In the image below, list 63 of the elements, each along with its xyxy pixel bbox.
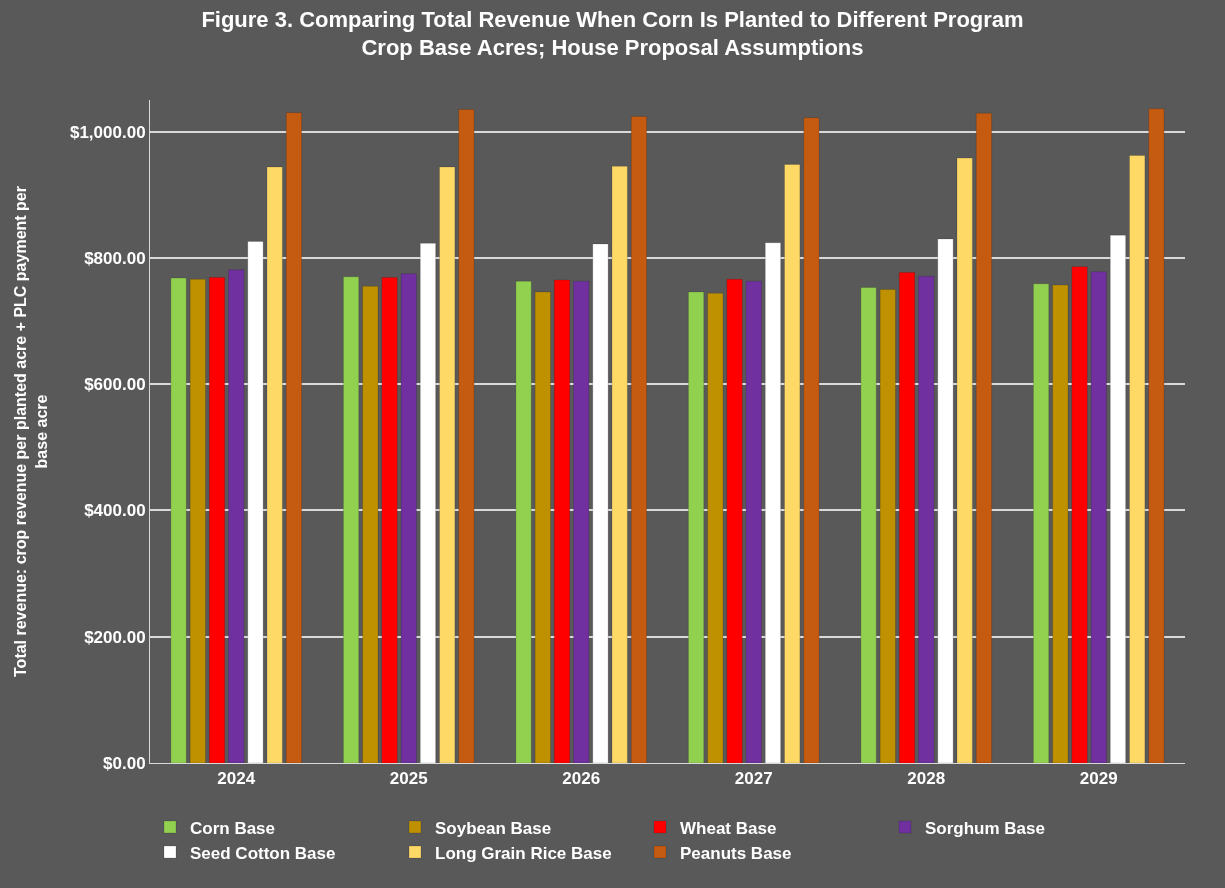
bar bbox=[362, 285, 379, 763]
y-axis-title: Total revenue: crop revenue per planted acre + PLC payment per base acre bbox=[12, 186, 50, 677]
x-tick-label: 2028 bbox=[907, 769, 946, 789]
bar bbox=[1109, 234, 1127, 763]
bar bbox=[515, 280, 532, 763]
bar bbox=[764, 242, 782, 763]
legend-label: Seed Cotton Base bbox=[190, 843, 336, 863]
bar bbox=[918, 275, 935, 763]
bar bbox=[1071, 266, 1088, 763]
x-tick-label: 2027 bbox=[734, 769, 773, 789]
bar bbox=[1129, 155, 1146, 763]
bar bbox=[534, 291, 551, 763]
y-tick-label: $200.00 bbox=[84, 627, 146, 647]
bar bbox=[1090, 271, 1107, 763]
bar bbox=[898, 271, 916, 763]
bar bbox=[726, 278, 743, 763]
bar bbox=[879, 288, 896, 763]
bar bbox=[247, 240, 264, 763]
bar bbox=[573, 280, 590, 763]
bar bbox=[1052, 284, 1069, 763]
bar bbox=[784, 163, 801, 763]
legend-label: Wheat Base bbox=[680, 818, 777, 838]
x-tick-label: 2025 bbox=[389, 769, 428, 789]
bar bbox=[687, 291, 705, 763]
bar bbox=[228, 269, 245, 763]
bar bbox=[745, 280, 762, 763]
y-tick-label: $0.00 bbox=[103, 753, 146, 773]
bar bbox=[189, 278, 206, 763]
bar bbox=[592, 243, 609, 763]
bar bbox=[803, 117, 820, 763]
x-tick-label: 2026 bbox=[562, 769, 601, 789]
bar bbox=[170, 277, 187, 763]
bar bbox=[630, 115, 648, 763]
y-tick-label: $800.00 bbox=[84, 248, 146, 268]
bar bbox=[937, 238, 954, 763]
bar bbox=[458, 108, 475, 763]
legend-label: Sorghum Base bbox=[925, 818, 1045, 838]
bar bbox=[1148, 108, 1165, 763]
bar bbox=[975, 112, 993, 763]
bar bbox=[956, 157, 973, 763]
y-tick-label: $400.00 bbox=[84, 501, 146, 521]
legend-label: Corn Base bbox=[190, 818, 276, 838]
legend-label: Peanuts Base bbox=[680, 843, 792, 863]
bar bbox=[553, 279, 571, 763]
legend-label: Long Grain Rice Base bbox=[435, 843, 612, 863]
x-tick-label: 2029 bbox=[1079, 769, 1118, 789]
x-tick-label: 2024 bbox=[217, 769, 256, 789]
chart-title: Figure 3. Comparing Total Revenue When Corn Is Planted to Different Program Crop Base Acres; House Proposal Assumptions bbox=[201, 6, 1024, 61]
bar bbox=[266, 166, 283, 763]
bar bbox=[285, 112, 303, 763]
bar bbox=[1032, 283, 1050, 763]
bar bbox=[419, 242, 437, 763]
bar bbox=[707, 292, 724, 763]
bar bbox=[439, 166, 456, 763]
bar bbox=[611, 165, 628, 763]
bar bbox=[381, 276, 398, 763]
y-tick-label: $600.00 bbox=[84, 375, 146, 395]
legend-label: Soybean Base bbox=[435, 818, 552, 838]
bar bbox=[342, 276, 360, 763]
bar bbox=[400, 273, 417, 763]
bar bbox=[860, 287, 877, 763]
y-tick-label: $1,000.00 bbox=[69, 122, 146, 142]
bar bbox=[208, 276, 226, 763]
